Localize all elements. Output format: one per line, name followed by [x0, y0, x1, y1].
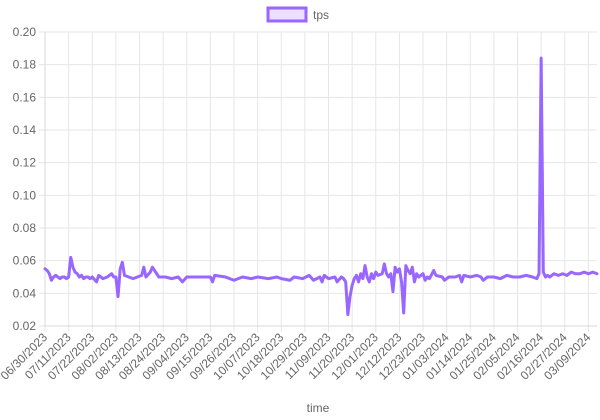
- grid-lines: [39, 31, 597, 332]
- y-tick-label: 0.18: [13, 58, 37, 72]
- y-tick-label: 0.20: [13, 25, 37, 39]
- y-tick-label: 0.02: [13, 319, 37, 333]
- y-tick-label: 0.12: [13, 156, 37, 170]
- y-tick-labels: 0.20 0.18 0.16 0.14 0.12 0.10 0.08 0.06 0.04 0.02: [13, 25, 37, 333]
- y-tick-label: 0.16: [13, 90, 37, 104]
- series-line-tps: [43, 56, 599, 317]
- x-tick-labels: 06/30/202307/11/202307/22/202308/02/2023…: [0, 330, 594, 383]
- y-tick-label: 0.10: [13, 188, 37, 202]
- y-tick-label: 0.14: [13, 123, 37, 137]
- y-tick-label: 0.08: [13, 221, 37, 235]
- legend-swatch[interactable]: [266, 6, 308, 23]
- axes: [44, 32, 597, 327]
- x-axis-title: time: [307, 401, 330, 415]
- y-tick-label: 0.04: [13, 286, 37, 300]
- y-tick-label: 0.06: [13, 254, 37, 268]
- legend[interactable]: tps: [266, 6, 329, 23]
- legend-label[interactable]: tps: [313, 8, 329, 22]
- series-lines: [43, 56, 599, 317]
